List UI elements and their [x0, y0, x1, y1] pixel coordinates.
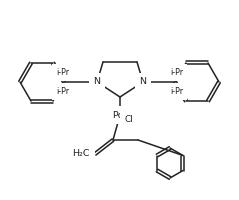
Text: Cl: Cl — [125, 116, 133, 124]
Text: Pd: Pd — [112, 110, 124, 119]
Text: i-Pr: i-Pr — [56, 68, 69, 77]
Text: N: N — [93, 77, 101, 86]
Text: H₂C: H₂C — [72, 150, 90, 158]
Text: i-Pr: i-Pr — [170, 68, 183, 77]
Text: i-Pr: i-Pr — [56, 87, 69, 96]
Text: N: N — [140, 77, 147, 86]
Text: i-Pr: i-Pr — [170, 87, 183, 96]
